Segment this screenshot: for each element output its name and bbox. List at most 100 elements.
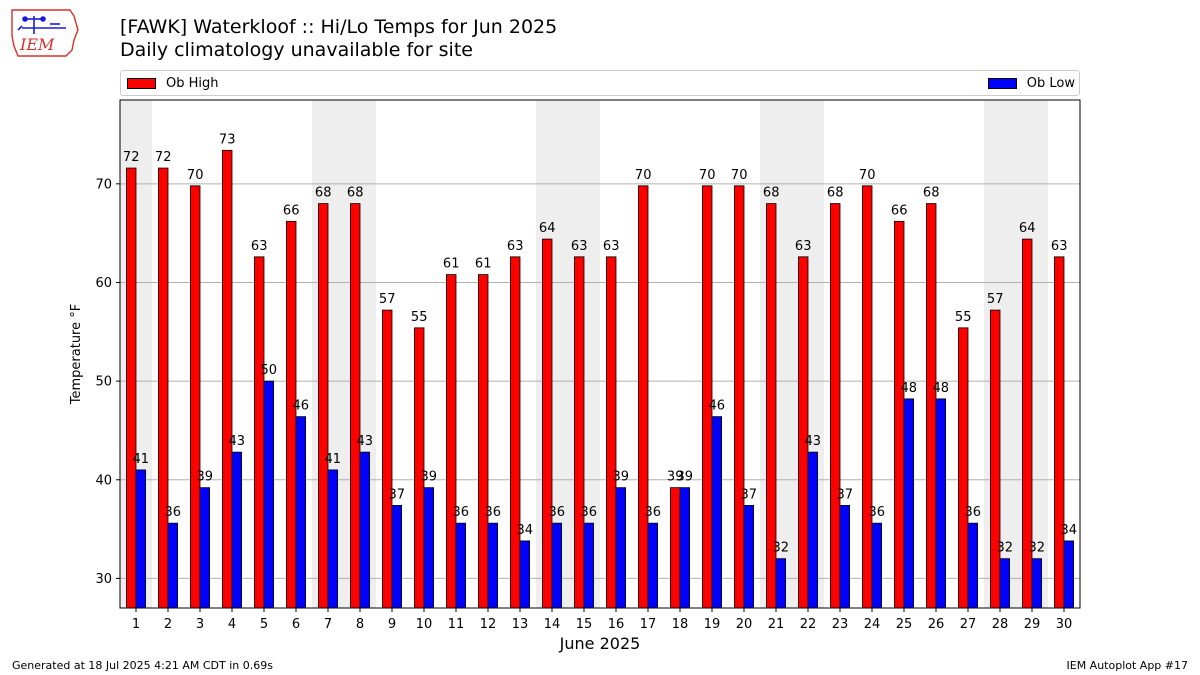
bar-low-14	[551, 522, 563, 609]
bar-high-18	[670, 487, 681, 609]
y-tick-label-70: 70	[95, 177, 112, 192]
bar-low-5	[263, 380, 275, 609]
x-tick-label-3: 3	[196, 617, 204, 632]
label-high-3: 70	[187, 168, 204, 183]
bar-high-30	[1054, 256, 1065, 609]
label-high-10: 55	[411, 310, 428, 325]
bar-high-24	[862, 185, 873, 609]
x-tick-label-8: 8	[356, 617, 364, 632]
bar-low-10	[423, 487, 435, 609]
bar-low-27	[967, 522, 979, 609]
label-low-19: 46	[709, 399, 726, 414]
bar-labels: 72 41 72 36 70 39 73 43 63 50 66 46 68 41 68 43 57 37 55 39…	[123, 132, 1077, 555]
x-tick-label-2: 2	[164, 617, 172, 632]
bar-low-16	[615, 487, 627, 609]
iem-logo: IEM	[11, 9, 79, 57]
legend-item-high: Ob High	[127, 75, 219, 91]
y-axis-label: Temperature °F	[69, 304, 84, 405]
bar-high-9	[381, 309, 393, 609]
x-tick-label-27: 27	[960, 617, 977, 632]
label-high-20: 70	[731, 168, 748, 183]
label-high-4: 73	[219, 132, 236, 147]
x-tick-label-7: 7	[324, 617, 332, 632]
label-low-29: 32	[1029, 541, 1046, 556]
label-low-28: 32	[997, 541, 1014, 556]
bar-high-15	[574, 256, 585, 609]
x-tick-label-20: 20	[736, 617, 753, 632]
label-high-13: 63	[507, 239, 524, 254]
x-tick-label-12: 12	[480, 617, 497, 632]
bar-high-14	[542, 238, 553, 609]
label-high-18: 39	[667, 470, 684, 485]
label-high-7: 68	[315, 186, 332, 201]
label-high-25: 66	[891, 203, 908, 218]
bar-high-5	[253, 256, 265, 609]
legend-label-high: Ob High	[166, 75, 219, 91]
bar-low-15	[583, 522, 595, 609]
x-tick-label-22: 22	[800, 617, 817, 632]
plot-frame	[119, 99, 1081, 609]
label-low-9: 37	[389, 487, 406, 502]
chart-title: [FAWK] Waterkloof :: Hi/Lo Temps for Jun…	[120, 16, 558, 38]
label-high-22: 63	[795, 239, 812, 254]
bar-high-28	[990, 309, 1001, 609]
bar-low-6	[295, 416, 307, 609]
bar-high-3	[189, 185, 201, 609]
bar-high-4	[221, 149, 233, 609]
label-low-3: 39	[197, 470, 214, 485]
label-low-7: 41	[325, 452, 342, 467]
x-tick-label-26: 26	[928, 617, 945, 632]
bar-low-4	[231, 451, 243, 609]
weekend-shading	[120, 100, 1048, 608]
footer-app: IEM Autoplot App #17	[1066, 659, 1189, 672]
label-low-21: 32	[773, 541, 790, 556]
bar-high-2	[157, 167, 169, 609]
bar-low-13	[519, 540, 531, 609]
label-high-9: 57	[379, 292, 396, 307]
label-low-13: 34	[517, 523, 534, 538]
x-tick-label-1: 1	[132, 617, 140, 632]
label-high-24: 70	[859, 168, 876, 183]
label-high-19: 70	[699, 168, 716, 183]
x-tick-label-11: 11	[448, 617, 465, 632]
label-low-8: 43	[357, 434, 374, 449]
x-tick-label-21: 21	[768, 617, 785, 632]
bar-high-17	[638, 185, 649, 609]
label-high-26: 68	[923, 186, 940, 201]
bar-high-8	[349, 203, 361, 609]
bar-high-16	[606, 256, 617, 609]
label-high-1: 72	[123, 150, 140, 165]
label-low-12: 36	[485, 505, 502, 520]
bar-low-28	[999, 558, 1011, 609]
label-low-15: 36	[581, 505, 598, 520]
label-low-17: 36	[645, 505, 662, 520]
label-high-23: 68	[827, 186, 844, 201]
x-tick-label-5: 5	[260, 617, 268, 632]
bar-high-6	[285, 220, 297, 609]
bar-high-26	[926, 203, 937, 609]
label-high-21: 68	[763, 186, 780, 201]
bar-low-22	[807, 451, 819, 609]
x-tick-label-17: 17	[640, 617, 657, 632]
label-low-1: 41	[133, 452, 150, 467]
bar-low-7	[327, 469, 339, 609]
x-tick-label-25: 25	[896, 617, 913, 632]
bars	[126, 149, 1075, 609]
logo-text: IEM	[19, 35, 55, 54]
label-high-14: 64	[539, 221, 556, 236]
label-high-17: 70	[635, 168, 652, 183]
label-low-24: 36	[869, 505, 886, 520]
label-low-22: 43	[805, 434, 822, 449]
bar-low-11	[455, 522, 467, 609]
bar-low-8	[359, 451, 371, 609]
x-tick-label-13: 13	[512, 617, 529, 632]
label-high-27: 55	[955, 310, 972, 325]
label-high-12: 61	[475, 257, 492, 272]
y-tick-label-40: 40	[95, 473, 112, 488]
x-tick-label-19: 19	[704, 617, 721, 632]
label-high-6: 66	[283, 203, 300, 218]
label-low-5: 50	[261, 363, 278, 378]
label-low-23: 37	[837, 487, 854, 502]
bar-low-1	[135, 469, 147, 609]
label-low-11: 36	[453, 505, 470, 520]
